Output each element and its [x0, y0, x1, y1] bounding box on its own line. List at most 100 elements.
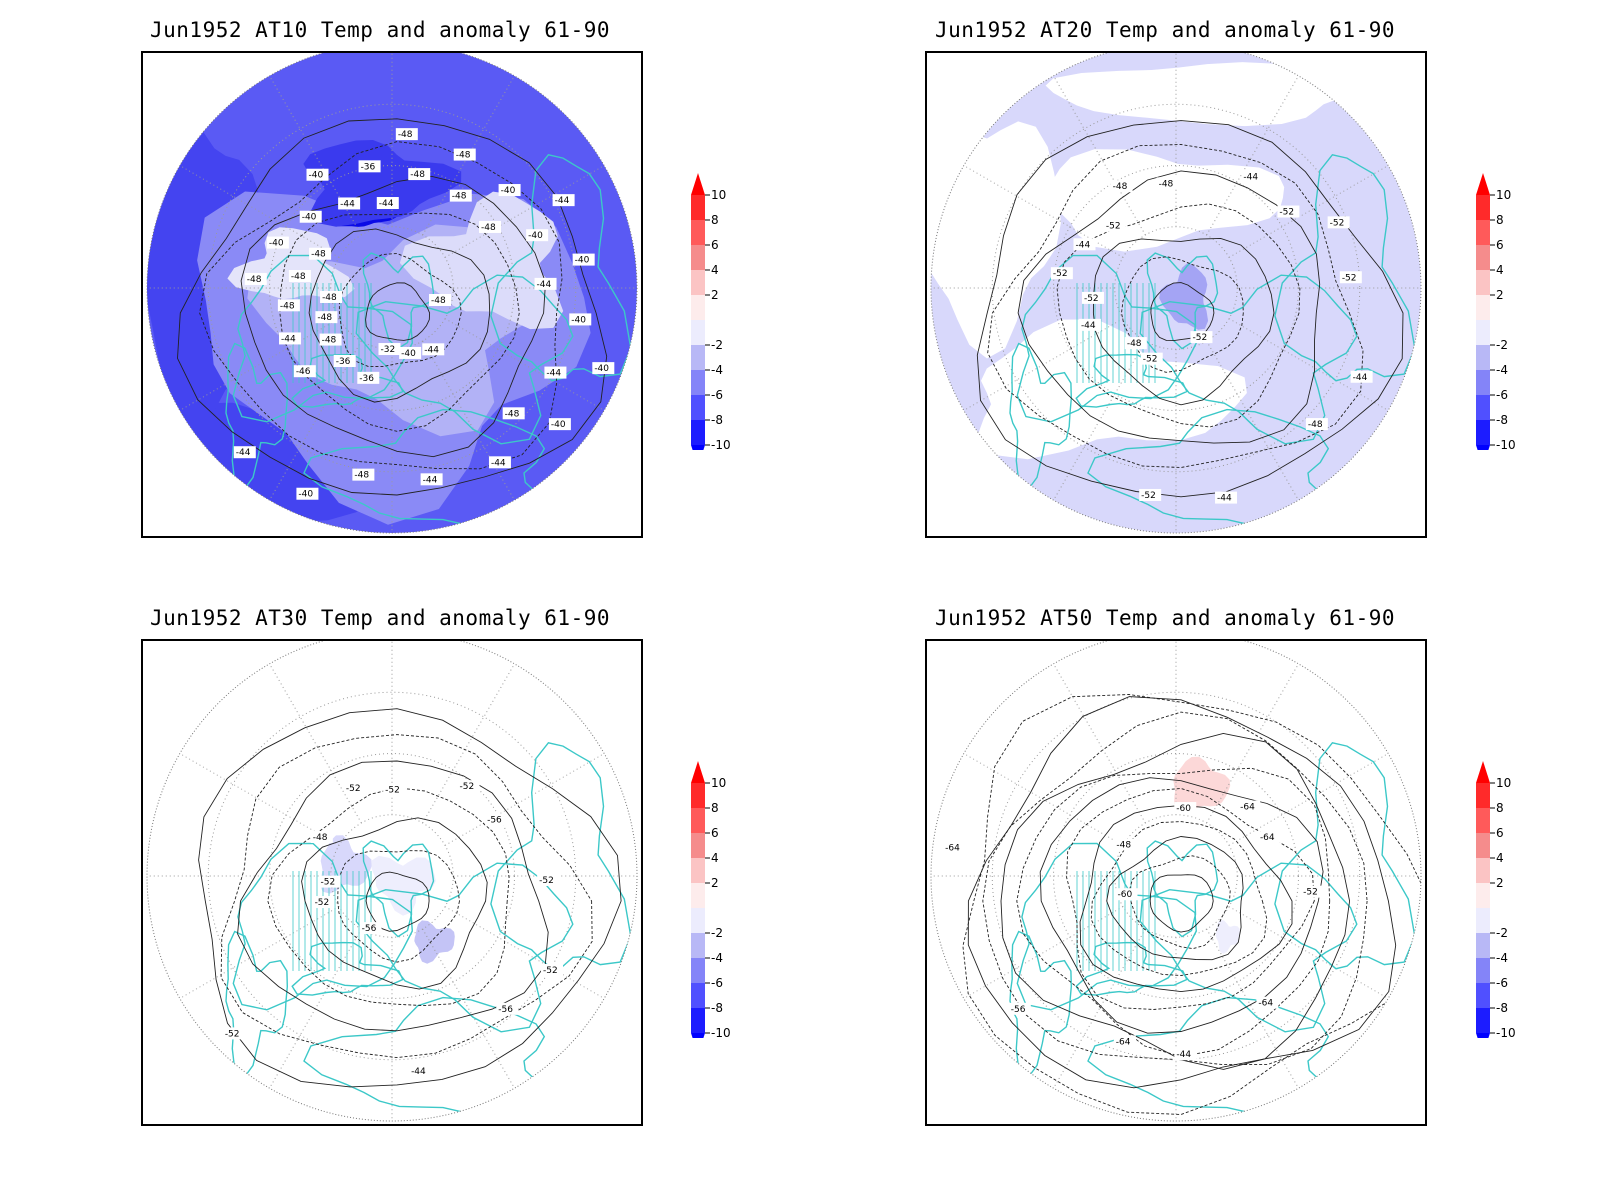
temperature-contour: [301, 817, 488, 990]
map-frame: -52 -52 -52 -52 -48 -44 -44 -44 -44 -44 -52 -48 -48-…: [925, 51, 1427, 538]
temperature-contour: [1079, 804, 1293, 993]
contour-label: -48: [1124, 337, 1147, 350]
panel-title: Jun1952 AT20 Temp and anomaly 61-90: [935, 18, 1396, 42]
contour-label-text: -44: [1243, 173, 1258, 183]
colorbar-tick-label: 6: [711, 238, 719, 252]
contour-label: -44: [409, 1064, 432, 1077]
contour-label-bg: [1050, 267, 1073, 280]
colorbar-tick-label: -10: [711, 438, 731, 450]
contour-label-bg: [399, 346, 422, 359]
contour-label: -48: [408, 168, 431, 181]
contour-label: -44: [279, 332, 302, 345]
temperature-contour: [308, 228, 491, 403]
contour-label-text: -48: [1127, 339, 1142, 349]
contour-label-bg: [569, 313, 592, 326]
contour-label: -40: [498, 184, 521, 197]
contour-label: -48: [1305, 418, 1328, 431]
polar-map-at20: -52-52-52-52-48-44-44-44-44-44-52-48-48-…: [930, 53, 1422, 534]
contour-label-text: -44: [537, 280, 552, 290]
contour-label-text: -60: [1176, 804, 1191, 814]
contour-label-bg: [449, 189, 472, 202]
contour-label-text: -52: [1053, 269, 1068, 279]
contour-label: -52: [343, 781, 366, 794]
colorbar-tick-label: -8: [711, 1001, 723, 1015]
contour-label-bg: [359, 922, 382, 935]
coastline: [1009, 930, 1073, 1080]
contour-label-text: -52: [1106, 222, 1121, 232]
contour-label-text: -40: [575, 256, 590, 266]
colorbar-segment: [1476, 420, 1490, 445]
contour-label-text: -44: [379, 199, 394, 209]
contour-label: -48: [395, 128, 418, 141]
colorbar-segment: [691, 220, 705, 245]
polar-map-at50: -60 -64 -44 -48 -52 -56 -60 -64 -64 -64 -64: [930, 641, 1422, 1122]
contour-label-bg: [1215, 491, 1238, 504]
colorbar-segment: [1476, 320, 1490, 345]
colorbar-segment: [1476, 858, 1490, 883]
coastline: [232, 842, 414, 1011]
contour-label-text: -40: [594, 364, 609, 374]
contour-label-bg: [310, 831, 333, 844]
contour-label-text: -40: [269, 239, 284, 249]
contour-label-text: -44: [491, 458, 506, 468]
colorbar-top-arrow: [1476, 761, 1490, 783]
contour-label-text: -48: [505, 409, 520, 419]
contour-label-bg: [378, 343, 401, 356]
colorbar-tick-label: -10: [1496, 438, 1516, 450]
contour-label-bg: [309, 247, 332, 260]
contour-label-bg: [299, 210, 322, 223]
contour-label-text: -40: [298, 490, 313, 500]
contour-label: -52: [1277, 205, 1300, 218]
contour-label-bg: [502, 407, 525, 420]
contour-label-bg: [498, 184, 521, 197]
contour-label: -52: [1301, 885, 1324, 898]
temperature-contour: [1056, 203, 1301, 428]
contour-label-bg: [358, 160, 381, 173]
coastline: [1146, 252, 1219, 350]
map-boundary: [146, 53, 638, 534]
colorbar-segment: [1476, 883, 1490, 908]
colorbar-tick-label: 10: [1496, 776, 1511, 790]
contour-label-bg: [453, 148, 476, 161]
contour-label: -36: [333, 354, 356, 367]
colorbar-tick-label: -2: [711, 926, 723, 940]
contour-label-text: -52: [539, 876, 554, 886]
contour-label: -44: [534, 277, 557, 290]
contour-label-bg: [383, 783, 406, 796]
contour-label: -44: [1215, 491, 1238, 504]
colorbar-segment: [1476, 908, 1490, 933]
contour-label-text: -36: [359, 374, 374, 384]
contour-label: -44: [1174, 1048, 1197, 1061]
contour-label-bg: [1140, 352, 1163, 365]
contour-label-bg: [496, 1002, 519, 1015]
colorbar-tick-label: 10: [1496, 188, 1511, 202]
contour-label-text: -48: [354, 471, 369, 481]
contour-label-bg: [1156, 177, 1179, 190]
contour-label-bg: [537, 873, 560, 886]
contour-label: -44: [552, 194, 575, 207]
colorbar-tick-label: 2: [711, 876, 719, 890]
map-boundary: [930, 641, 1422, 1122]
contour-label: -56: [485, 813, 508, 826]
contour-label-bg: [1327, 216, 1350, 229]
contour-label-text: -52: [1192, 333, 1207, 343]
coastline: [1139, 862, 1358, 1033]
contour-label: -52: [383, 783, 406, 796]
colorbar-segment: [691, 270, 705, 295]
contour-label-text: -56: [487, 815, 502, 825]
contour-label: -64: [1257, 831, 1280, 844]
contour-label: -52: [457, 780, 480, 793]
contour-label: -64: [943, 841, 966, 854]
contour-label-bg: [409, 1064, 432, 1077]
temperature-contour: [1000, 732, 1351, 1070]
contour-label-text: -56: [498, 1005, 513, 1015]
colorbar-segment: [691, 395, 705, 420]
temperature-contour: [1066, 788, 1315, 1010]
contour-label: -44: [338, 197, 361, 210]
contour-label-bg: [1073, 238, 1096, 251]
anomaly-region: [1215, 920, 1241, 954]
colorbar-tick-label: -8: [711, 413, 723, 427]
contour-label-text: -44: [1081, 321, 1096, 331]
latitude-circle: [991, 103, 1361, 473]
contour-label-text: -48: [313, 833, 328, 843]
